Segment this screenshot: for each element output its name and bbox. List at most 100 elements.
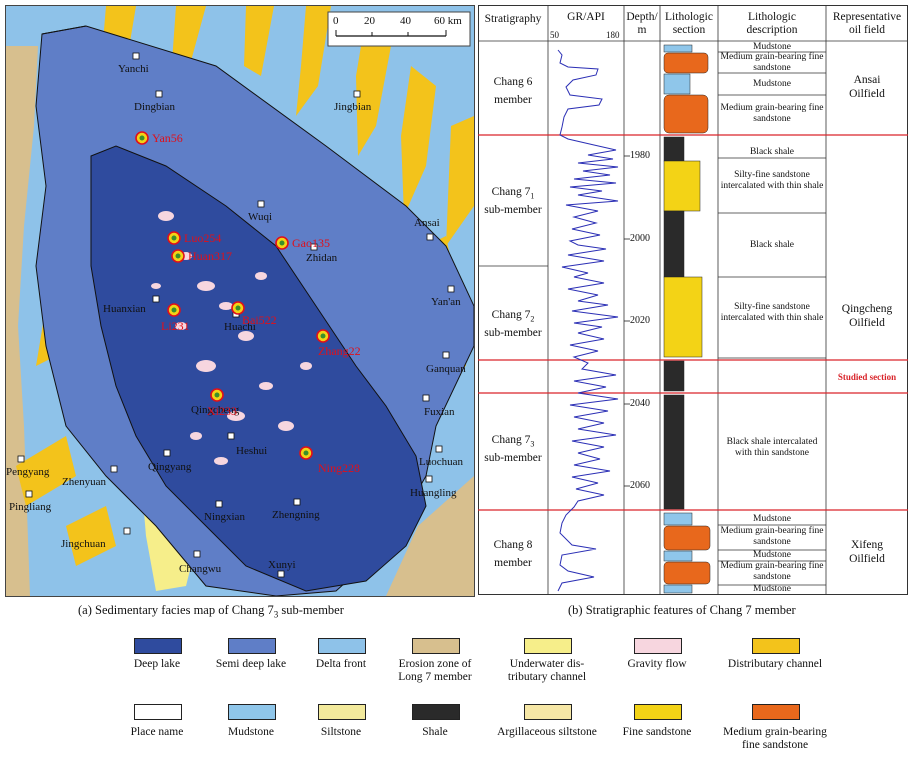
map-caption-text: (a) Sedimentary facies map of Chang 7 — [78, 603, 274, 617]
lith-description: Mudstone — [753, 79, 791, 89]
oil-field-label: Xifeng Oilfield — [849, 539, 885, 565]
member-main: Chang 7 — [491, 309, 531, 321]
legend-label: Siltstone — [320, 726, 362, 738]
place-label: Changwu — [179, 563, 222, 575]
well-label: Zhang22 — [318, 344, 361, 358]
legend-swatch — [752, 638, 800, 654]
studied-section-label: Studied section — [837, 372, 897, 382]
place-label: Qingcheng — [191, 404, 240, 416]
member-main: Chang 7 — [491, 434, 531, 446]
member-sub: 3 — [530, 439, 535, 449]
place-label: Zhengning — [272, 509, 320, 521]
place-label: Jingchuan — [61, 538, 106, 550]
legend-label: Semi deep lake — [215, 658, 287, 670]
legend-swatch — [134, 638, 182, 654]
lith-description: Black shale — [749, 147, 795, 157]
member-label: Chang 6 member — [478, 75, 548, 107]
legend-label: Fine sandstone — [622, 726, 692, 738]
depth-label: 2020 — [630, 315, 650, 326]
legend-label: Place name — [130, 726, 184, 738]
scale-tick-label: 40 — [400, 15, 411, 27]
strat-grid — [478, 5, 908, 595]
header-gr-max: 180 — [606, 30, 620, 40]
legend-swatch — [228, 638, 276, 654]
legend-label: Mudstone — [228, 726, 274, 738]
member-rest: sub-member — [484, 452, 542, 465]
map-caption-suffix: sub-member — [278, 603, 344, 617]
facies-map: 0 20 40 60 km Yanchi Dingbian Jingbian W… — [5, 5, 475, 597]
legend-swatch — [318, 638, 366, 654]
well-label: Xi233 — [207, 404, 237, 418]
place-label: Jingbian — [334, 101, 372, 113]
member-label: Chang 71 sub-member — [478, 185, 548, 217]
oil-field-label: Qingcheng Oilfield — [841, 303, 893, 329]
depth-label: 2060 — [630, 480, 650, 491]
legend-label: Erosion zone of Long 7 member — [398, 658, 472, 683]
member-label: Chang 72 sub-member — [478, 308, 548, 340]
place-label: Huanxian — [103, 303, 146, 315]
depth-label: 2000 — [630, 233, 650, 244]
legend-swatch — [318, 704, 366, 720]
member-sub: 2 — [530, 314, 535, 324]
legend-label: Distributary channel — [727, 658, 823, 670]
legend-swatch — [228, 704, 276, 720]
place-label: Yan'an — [431, 296, 461, 308]
legend: Deep lake Semi deep lake Delta front Ero… — [0, 632, 912, 766]
lith-description: Medium grain-bearing fine sandstone — [720, 561, 824, 582]
lith-description: Black shale — [749, 240, 795, 250]
place-label: Pingliang — [9, 501, 52, 513]
member-label: Chang 73 sub-member — [478, 433, 548, 465]
member-main: Chang 7 — [491, 186, 531, 198]
depth-label: 2040 — [630, 398, 650, 409]
place-label: Pengyang — [6, 466, 50, 478]
place-label: Wuqi — [248, 211, 272, 223]
place-label: Ansai — [414, 217, 440, 229]
map-caption: (a) Sedimentary facies map of Chang 73 s… — [78, 603, 344, 620]
place-label: Luochuan — [419, 456, 463, 468]
legend-label: Medium grain-bearing fine sandstone — [723, 726, 827, 751]
strat-caption: (b) Stratigraphic features of Chang 7 me… — [568, 603, 796, 617]
legend-label: Underwater dis- tributary channel — [507, 658, 587, 683]
well-label: Huan317 — [188, 249, 232, 263]
place-label: Ningxian — [204, 511, 245, 523]
legend-swatch — [524, 704, 572, 720]
place-label: Yanchi — [118, 63, 149, 75]
legend-swatch — [524, 638, 572, 654]
scale-tick-label: 20 — [364, 15, 375, 27]
well-label: Gao135 — [292, 236, 330, 250]
legend-swatch — [412, 704, 460, 720]
legend-label: Argillaceous siltstone — [497, 726, 597, 738]
lith-description: Mudstone — [753, 584, 791, 594]
place-label: Zhidan — [306, 252, 338, 264]
place-label: Huachi — [224, 321, 256, 333]
depth-label: 1980 — [630, 150, 650, 161]
lith-description: Black shale intercalated with thin sands… — [726, 437, 818, 458]
legend-label: Delta front — [315, 658, 367, 670]
map-caption-subscript: 3 — [273, 609, 279, 620]
lith-description: Medium grain-bearing fine sandstone — [720, 52, 824, 73]
member-label: Chang 8 member — [478, 538, 548, 570]
oil-field-label: Ansai Oilfield — [849, 74, 885, 100]
legend-swatch — [412, 638, 460, 654]
lith-description: Medium grain-bearing fine sandstone — [720, 526, 824, 547]
lith-description: Mudstone — [753, 550, 791, 560]
header-lithologic-section: Lithologic section — [665, 11, 713, 36]
scale-tick-label: 0 — [333, 15, 339, 27]
well-label: Li231 — [161, 319, 190, 333]
lith-description: Mudstone — [753, 42, 791, 52]
member-main: Chang 8 — [493, 539, 533, 551]
lith-description: Mudstone — [753, 514, 791, 524]
scale-tick-label: 60 km — [434, 15, 462, 27]
well-label: Yan56 — [152, 131, 183, 145]
well-label: Luo254 — [184, 231, 222, 245]
member-sub: 1 — [530, 191, 535, 201]
lith-description: Silty-fine sandstone intercalated with t… — [720, 170, 824, 191]
well-label: Bai522 — [242, 313, 277, 327]
well-label: Ning228 — [318, 461, 360, 475]
member-rest: sub-member — [484, 327, 542, 340]
legend-label: Shale — [422, 726, 448, 738]
member-rest: sub-member — [484, 204, 542, 217]
place-label: Qingyang — [148, 461, 192, 473]
header-stratigraphy: Stratigraphy — [484, 13, 542, 25]
stratigraphic-column: Stratigraphy GR/API 50 180 Depth/ m Lith… — [478, 5, 908, 595]
